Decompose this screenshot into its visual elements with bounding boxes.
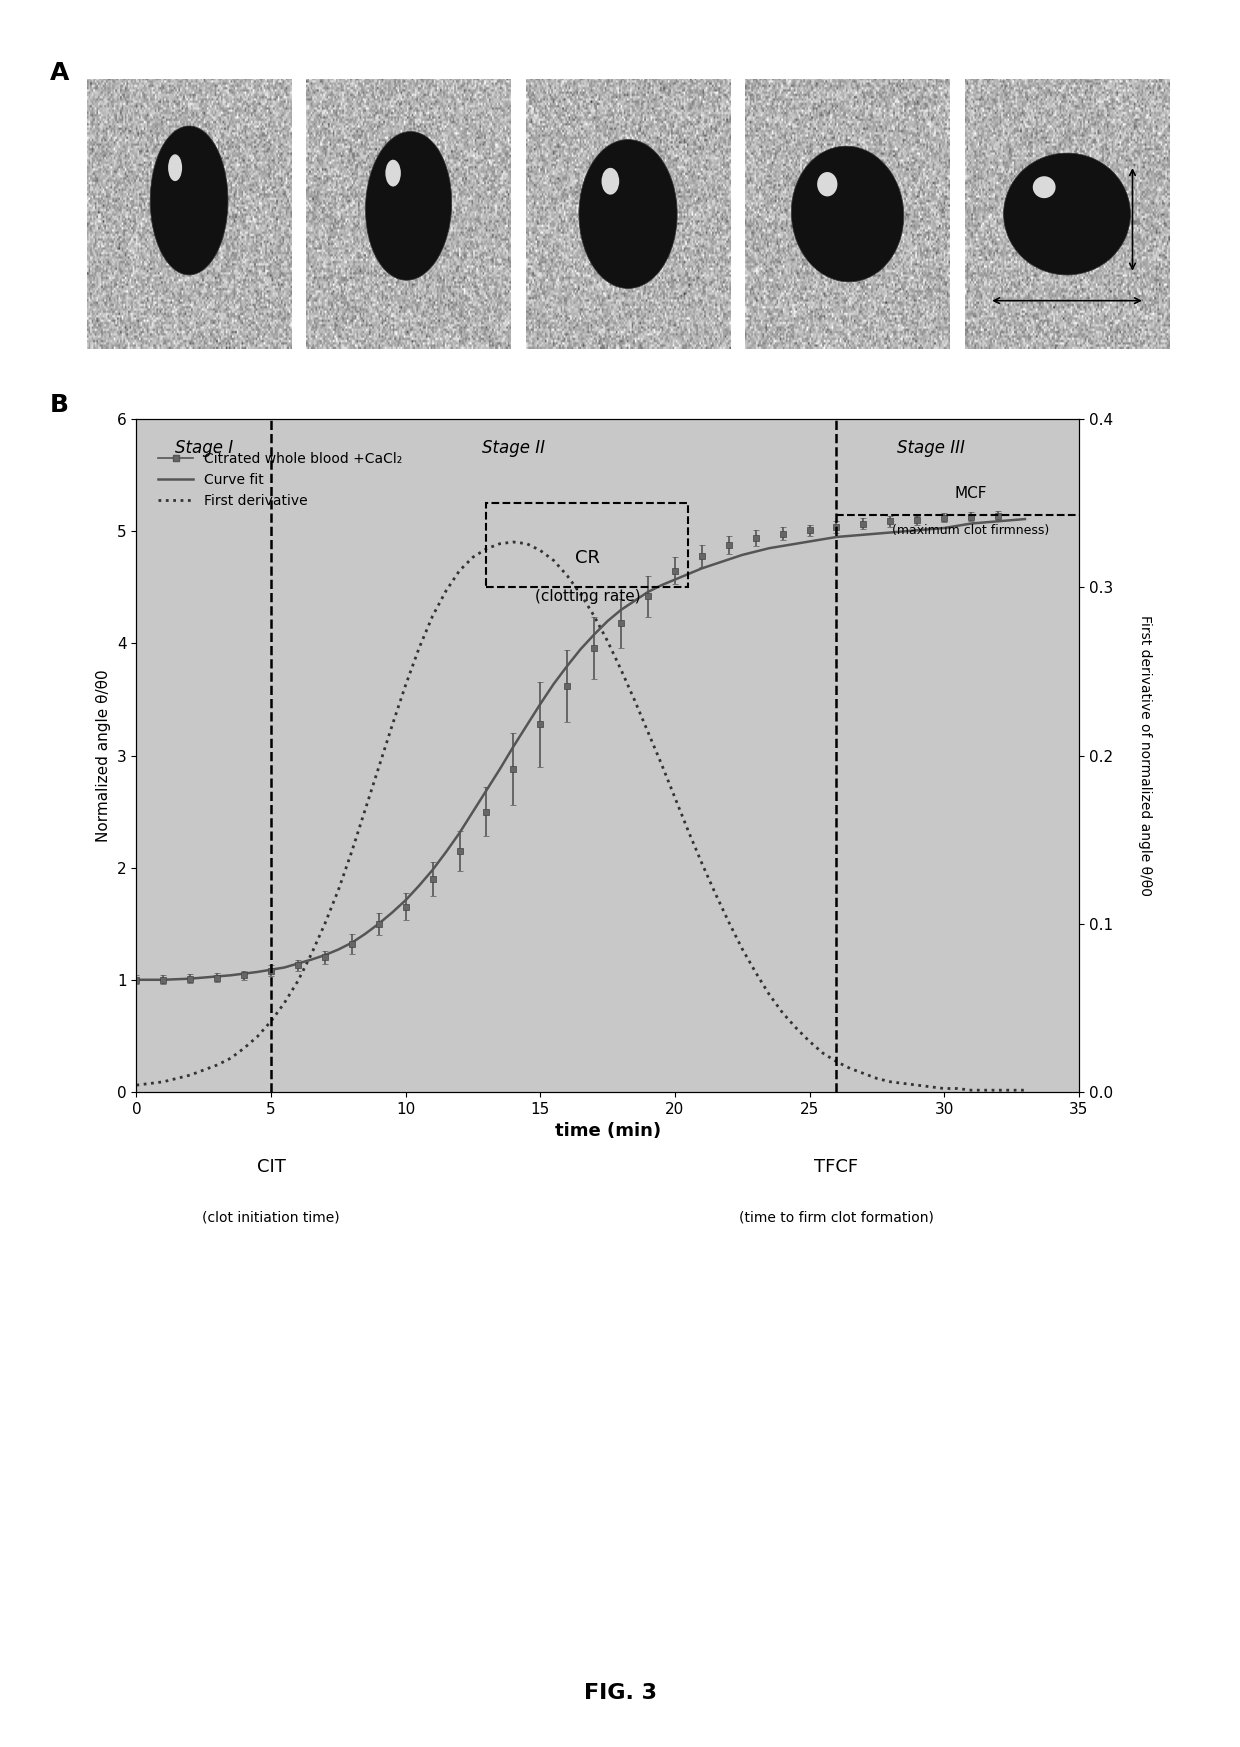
Text: Stage II: Stage II bbox=[482, 440, 544, 458]
Text: B: B bbox=[50, 393, 68, 418]
Text: Stage III: Stage III bbox=[897, 440, 965, 458]
Ellipse shape bbox=[169, 154, 182, 182]
Text: A: A bbox=[50, 61, 69, 86]
Y-axis label: First derivative of normalized angle θ/θ0: First derivative of normalized angle θ/θ… bbox=[1138, 615, 1152, 896]
Text: (clotting rate): (clotting rate) bbox=[534, 589, 640, 604]
Ellipse shape bbox=[366, 131, 451, 280]
Y-axis label: Normalized angle θ/θ0: Normalized angle θ/θ0 bbox=[97, 669, 112, 842]
Ellipse shape bbox=[1003, 154, 1131, 274]
Text: Stage I: Stage I bbox=[175, 440, 233, 458]
X-axis label: time (min): time (min) bbox=[554, 1122, 661, 1141]
Ellipse shape bbox=[817, 171, 837, 196]
Text: MCF: MCF bbox=[955, 486, 987, 501]
Text: (maximum clot firmness): (maximum clot firmness) bbox=[893, 524, 1050, 536]
Text: CR: CR bbox=[575, 549, 600, 568]
Bar bbox=[486, 503, 688, 587]
Ellipse shape bbox=[386, 159, 401, 187]
Text: (clot initiation time): (clot initiation time) bbox=[202, 1211, 340, 1225]
Ellipse shape bbox=[791, 147, 904, 281]
Text: (time to firm clot formation): (time to firm clot formation) bbox=[739, 1211, 934, 1225]
Ellipse shape bbox=[150, 126, 228, 274]
Text: FIG. 3: FIG. 3 bbox=[584, 1684, 656, 1703]
Ellipse shape bbox=[579, 140, 677, 288]
Text: CIT: CIT bbox=[257, 1158, 285, 1176]
Ellipse shape bbox=[1033, 176, 1055, 197]
Ellipse shape bbox=[601, 168, 619, 194]
Legend: Citrated whole blood +CaCl₂, Curve fit, First derivative: Citrated whole blood +CaCl₂, Curve fit, … bbox=[153, 447, 408, 514]
Text: TFCF: TFCF bbox=[815, 1158, 858, 1176]
